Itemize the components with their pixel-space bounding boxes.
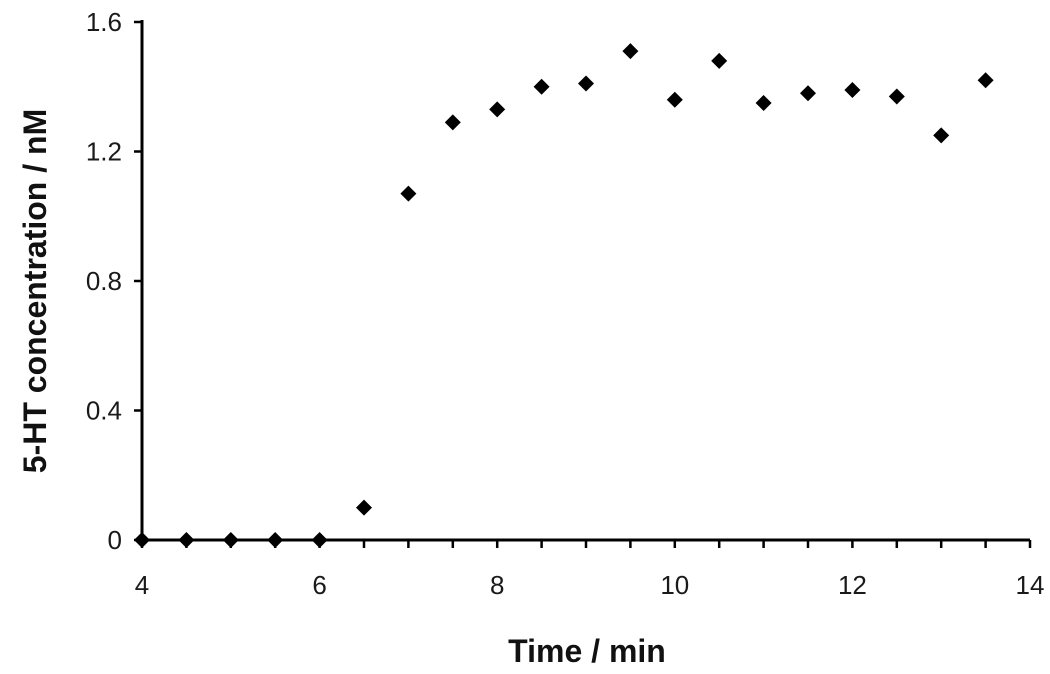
data-point xyxy=(755,94,772,111)
data-point xyxy=(622,43,639,60)
x-tick-label: 10 xyxy=(660,570,689,600)
data-point xyxy=(178,532,195,548)
y-axis-title: 5-HT concentration / nM xyxy=(17,109,53,473)
data-point xyxy=(800,85,816,102)
y-axis-ticks: 0 0.4 0.8 1.2 1.6 xyxy=(86,7,142,555)
data-point xyxy=(400,185,417,202)
y-tick-label: 0 xyxy=(108,525,122,555)
data-point xyxy=(666,91,683,108)
y-tick-label: 1.2 xyxy=(86,137,122,167)
data-point xyxy=(444,114,461,131)
data-point xyxy=(489,101,506,118)
data-point xyxy=(311,532,328,548)
x-tick-label: 4 xyxy=(135,570,149,600)
data-point xyxy=(578,75,594,92)
data-point xyxy=(888,88,905,105)
data-point xyxy=(267,532,284,548)
x-tick-label: 12 xyxy=(838,570,867,600)
x-axis-title: Time / min xyxy=(508,633,666,669)
x-axis-ticks: 4 6 8 10 12 14 xyxy=(135,540,1045,600)
y-tick-label: 0.8 xyxy=(86,266,122,296)
data-point xyxy=(134,532,150,548)
data-point xyxy=(977,72,994,89)
x-tick-label: 14 xyxy=(1016,570,1045,600)
data-point xyxy=(933,127,950,144)
data-point xyxy=(533,78,550,95)
data-point xyxy=(356,499,372,516)
data-point xyxy=(222,532,239,548)
y-tick-label: 0.4 xyxy=(86,396,122,426)
data-points xyxy=(134,43,994,548)
y-tick-label: 1.6 xyxy=(86,7,122,37)
data-point xyxy=(844,81,861,98)
x-tick-label: 6 xyxy=(312,570,326,600)
data-point xyxy=(711,52,728,69)
x-tick-label: 8 xyxy=(490,570,504,600)
